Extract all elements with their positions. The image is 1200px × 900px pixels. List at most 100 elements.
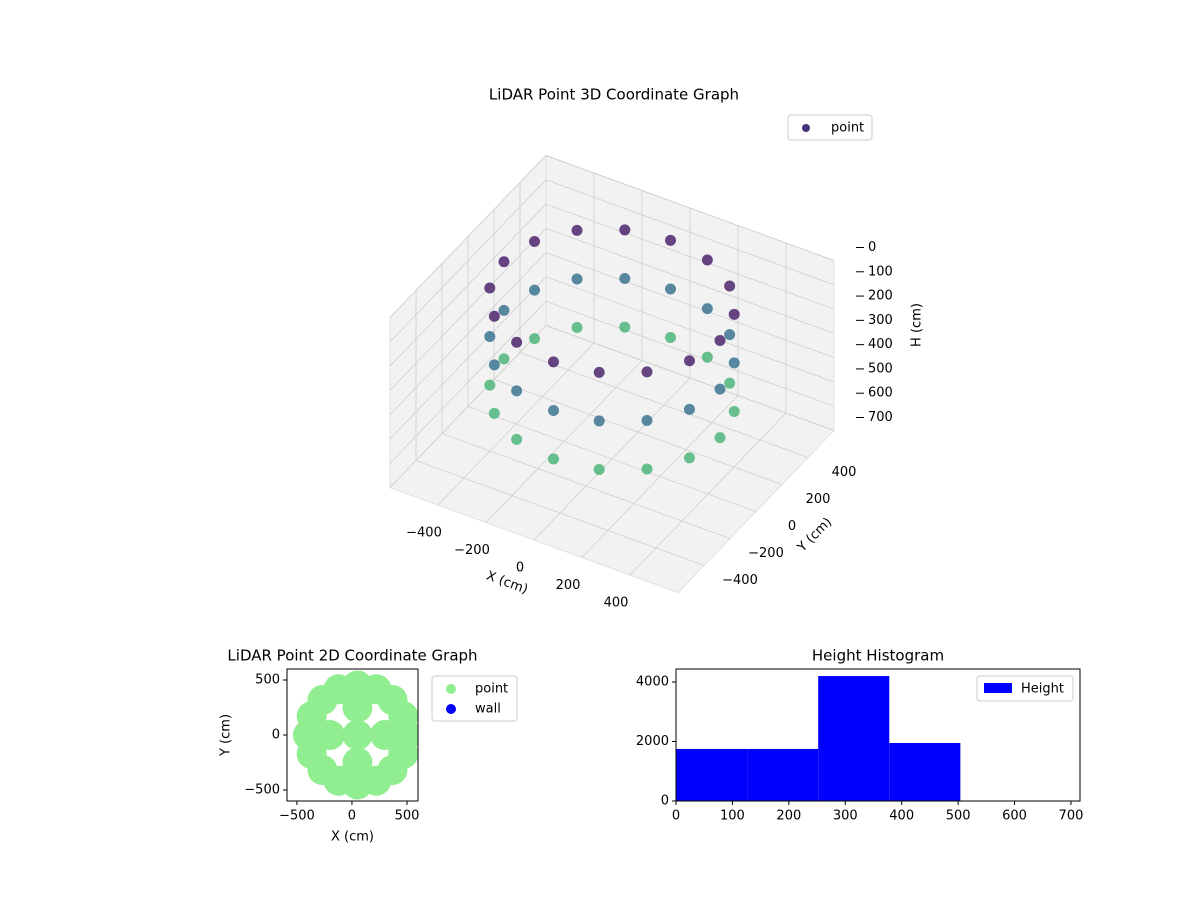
point xyxy=(498,256,510,268)
point xyxy=(665,332,676,344)
legend-marker xyxy=(802,124,810,132)
grid-line xyxy=(545,155,835,261)
y-tick-label: −500 xyxy=(244,783,280,798)
grid-line xyxy=(389,203,547,367)
grid-line xyxy=(415,460,705,566)
y-tick-label: 400 xyxy=(832,465,857,480)
y-axis-label: Y (cm) xyxy=(219,714,234,757)
point xyxy=(683,452,695,464)
grid-line xyxy=(545,276,835,383)
point xyxy=(593,366,605,378)
legend-box xyxy=(787,114,873,141)
point xyxy=(529,236,541,248)
point xyxy=(484,331,496,343)
x-tick-label: 600 xyxy=(1002,809,1027,824)
y-tick-label: 500 xyxy=(255,673,280,688)
point xyxy=(665,234,676,246)
point xyxy=(619,273,631,285)
x-tick-label: 0 xyxy=(672,809,680,824)
point xyxy=(641,366,653,378)
legend-marker xyxy=(446,704,456,714)
grid-line xyxy=(519,352,809,458)
y-tick-label: 200 xyxy=(806,492,831,507)
x-tick-label: 200 xyxy=(556,578,581,593)
grid-line xyxy=(441,433,731,539)
grid-line xyxy=(545,252,835,359)
point xyxy=(529,333,541,345)
grid-line xyxy=(545,179,835,286)
point xyxy=(342,720,373,750)
legend-label: point xyxy=(475,682,508,697)
point xyxy=(548,404,559,416)
bar xyxy=(747,748,819,801)
point xyxy=(388,738,418,769)
axes-frame xyxy=(675,668,1081,802)
y-tick-label: −400 xyxy=(722,573,758,588)
z-tick-label: 500 xyxy=(868,361,893,376)
point xyxy=(724,280,736,292)
z-axis-label: H (cm) xyxy=(910,303,925,347)
y-tick-label: −200 xyxy=(748,546,784,561)
bar xyxy=(889,742,961,801)
point xyxy=(665,283,676,295)
point xyxy=(369,720,400,750)
point xyxy=(571,322,583,334)
grid-line xyxy=(545,325,835,431)
point xyxy=(619,321,631,333)
point xyxy=(484,282,496,294)
z-tick-label: 400 xyxy=(868,337,893,352)
x-tick-label: 0 xyxy=(516,561,524,576)
x-tick-label: 400 xyxy=(604,596,629,611)
point xyxy=(683,403,695,415)
point xyxy=(714,432,726,444)
point xyxy=(342,692,373,723)
point xyxy=(511,433,523,445)
z-tick-label: 700 xyxy=(868,410,893,425)
point xyxy=(593,415,605,427)
x-tick-label: −200 xyxy=(454,543,490,558)
point xyxy=(571,273,583,285)
z-tick-label: 200 xyxy=(868,289,893,304)
point xyxy=(498,353,510,365)
x-tick-label: 100 xyxy=(720,809,745,824)
point xyxy=(728,308,740,320)
point xyxy=(701,303,713,315)
legend-label: point xyxy=(831,121,864,136)
z-tick-label: 300 xyxy=(868,313,893,328)
point xyxy=(342,747,373,778)
point xyxy=(593,463,605,475)
point xyxy=(498,304,510,316)
x-tick-label: −500 xyxy=(279,809,315,824)
y-tick-label: 2000 xyxy=(636,734,669,749)
point xyxy=(548,356,559,368)
point xyxy=(724,329,736,341)
grid-line xyxy=(389,179,547,343)
grid-line xyxy=(389,276,547,440)
legend-label: Height xyxy=(1021,682,1064,697)
point xyxy=(511,336,523,348)
point xyxy=(701,351,713,363)
x-tick-label: 700 xyxy=(1059,809,1084,824)
grid-line xyxy=(389,300,547,464)
x-tick-label: −400 xyxy=(406,526,442,541)
grid-line xyxy=(545,203,835,310)
x-tick-label: 500 xyxy=(395,809,420,824)
x-tick-label: 500 xyxy=(946,809,971,824)
grid-line xyxy=(467,406,757,512)
y-tick-label: 0 xyxy=(661,794,669,809)
chart-title: Height Histogram xyxy=(812,647,944,665)
grid-line xyxy=(545,300,835,407)
point xyxy=(488,310,500,322)
x-tick-label: 200 xyxy=(776,809,801,824)
chart-title: LiDAR Point 2D Coordinate Graph xyxy=(227,647,477,665)
y-tick-label: 0 xyxy=(788,519,796,534)
point xyxy=(529,284,541,296)
grid-line xyxy=(389,252,547,415)
point xyxy=(714,335,726,347)
legend-marker xyxy=(446,684,456,694)
grid-line xyxy=(493,379,783,485)
bar xyxy=(676,748,748,801)
point xyxy=(511,385,523,397)
z-tick-label: 600 xyxy=(868,386,893,401)
